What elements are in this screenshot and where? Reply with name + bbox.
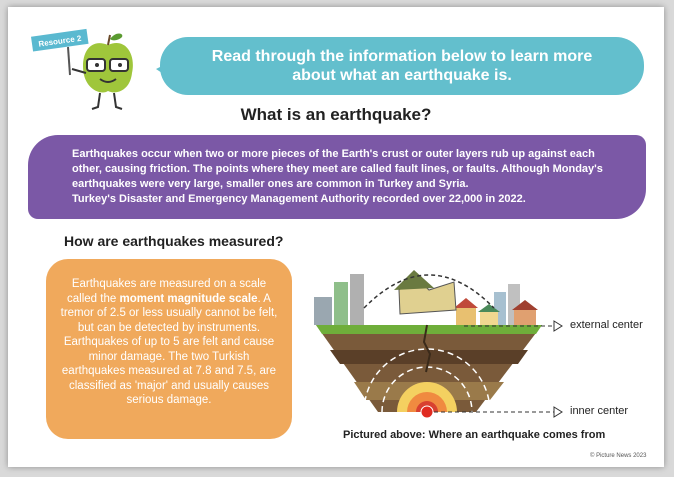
diagram [304,262,664,427]
heading: What is an earthquake? [8,105,664,125]
caption: Pictured above: Where an earthquake come… [343,429,605,441]
label: external center [570,319,643,331]
paragraph: Turkey's Disaster and Emergency Manageme… [72,192,626,207]
card: Resource 2 Read through the information … [8,7,664,467]
text: . A tremor of 2.5 or less usually cannot… [61,293,278,407]
page: Resource 2 Read through the information … [0,0,674,477]
heading: How are earthquakes measured? [64,233,283,249]
paragraph: Earthquakes occur when two or more piece… [72,147,626,192]
banner: Read through the information below to le… [160,37,644,95]
bold-text: moment magnitude scale [119,293,257,305]
label: inner center [570,405,628,417]
copyright: © Picture News 2023 [590,453,646,459]
info-box: Earthquakes are measured on a scale call… [46,259,292,439]
info-box: Earthquakes occur when two or more piece… [28,135,646,219]
mascot: Resource 2 [8,7,168,117]
